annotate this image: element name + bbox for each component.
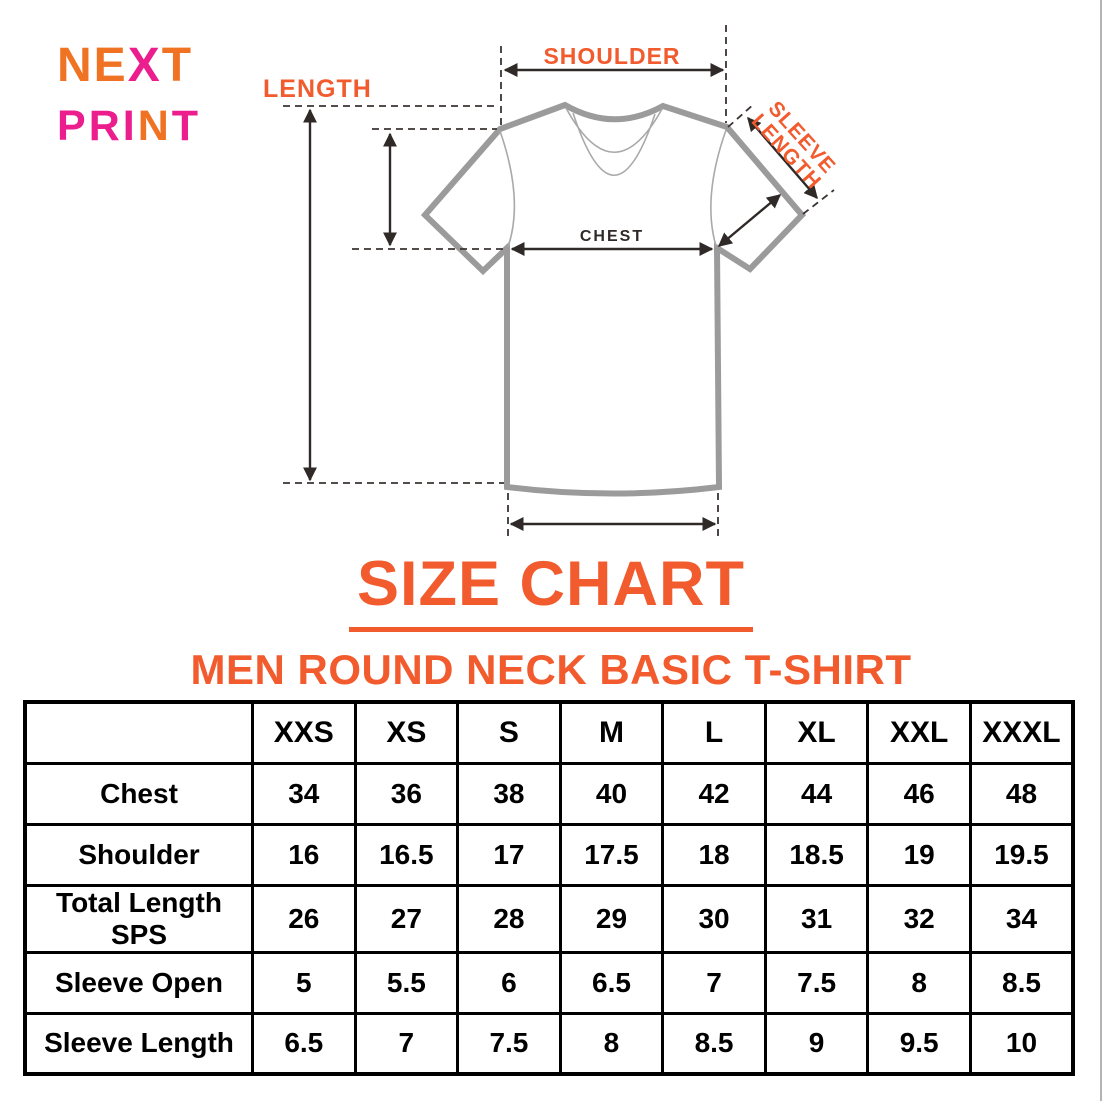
size-value-cell: 17 <box>456 822 562 887</box>
size-value-cell: 26 <box>251 883 357 954</box>
size-table-row: Sleeve Open 5 5.5 6 6.5 7 7.5 8 8.5 <box>23 950 1075 1015</box>
size-column-header: L <box>661 700 767 765</box>
size-value-cell: 16 <box>251 822 357 887</box>
measurement-row-label: Sleeve Length <box>23 1011 254 1076</box>
size-value-cell: 5.5 <box>353 950 460 1015</box>
size-column-header: XS <box>353 700 460 765</box>
right-armhole-seam <box>710 129 727 247</box>
size-value-cell: 8 <box>558 1011 665 1076</box>
logo-letter: E <box>93 39 128 92</box>
size-column-header: XXL <box>866 700 972 765</box>
size-column-header: S <box>456 700 562 765</box>
size-value-cell: 8.5 <box>968 950 1075 1015</box>
logo-letter: N <box>137 102 172 150</box>
size-value-cell: 16.5 <box>353 822 460 887</box>
sleeve-length-arrow <box>747 116 818 200</box>
size-column-header: XXXL <box>968 700 1075 765</box>
logo-letter: X <box>127 39 162 92</box>
corner-cell <box>23 700 254 765</box>
guide-sleeve-top <box>727 103 755 128</box>
size-value-cell: 9 <box>763 1011 870 1076</box>
size-column-header: M <box>558 700 665 765</box>
shoulder-label: SHOULDER <box>543 43 680 69</box>
size-table-row: Chest 34 36 38 40 42 44 46 48 <box>23 761 1075 826</box>
size-value-cell: 48 <box>968 761 1075 826</box>
logo-line2: PRINT <box>57 105 201 148</box>
length-label: LENGTH <box>263 75 372 103</box>
size-value-cell: 36 <box>353 761 460 826</box>
size-value-cell: 6 <box>456 950 562 1015</box>
chest-label: CHEST <box>580 228 644 245</box>
measurement-row-label: Shoulder <box>23 822 254 887</box>
size-value-cell: 19 <box>866 822 972 887</box>
logo-letter: T <box>161 39 194 92</box>
size-value-cell: 8 <box>866 950 972 1015</box>
logo-letter: P <box>57 102 89 150</box>
page-title: SIZE CHART <box>349 548 753 632</box>
page-subtitle: MEN ROUND NECK BASIC T-SHIRT <box>190 646 912 693</box>
size-value-cell: 8.5 <box>661 1011 767 1076</box>
size-value-cell: 6.5 <box>558 950 665 1015</box>
size-value-cell: 10 <box>968 1011 1075 1076</box>
brand-logo: NEXT PRINT <box>57 42 201 148</box>
collar-seam-lower <box>572 112 656 176</box>
size-table-row: Sleeve Length 6.5 7 7.5 8 8.5 9 9.5 10 <box>23 1011 1075 1076</box>
logo-line1: NEXT <box>57 42 201 90</box>
size-value-cell: 32 <box>866 883 972 954</box>
measurement-row-label: Sleeve Open <box>23 950 254 1015</box>
size-value-cell: 44 <box>763 761 870 826</box>
size-value-cell: 46 <box>866 761 972 826</box>
size-value-cell: 31 <box>763 883 870 954</box>
size-value-cell: 28 <box>456 883 562 954</box>
size-column-header: XL <box>763 700 870 765</box>
size-value-cell: 7.5 <box>456 1011 562 1076</box>
measurement-row-label: Chest <box>23 761 254 826</box>
tshirt-measurement-diagram: SHOULDER LENGTH CHEST SLEEVE LENGTH <box>263 25 840 541</box>
size-value-cell: 18 <box>661 822 767 887</box>
size-table-row: Shoulder 16 16.5 17 17.5 18 18.5 19 19.5 <box>23 822 1075 887</box>
size-value-cell: 30 <box>661 883 767 954</box>
size-value-cell: 27 <box>353 883 460 954</box>
sleeve-open-arrow <box>717 194 782 247</box>
size-table: XXS XS S M L XL XXL XXXL Chest 34 36 38 40 42 44 46 48 Sh… <box>23 700 1075 1076</box>
size-value-cell: 34 <box>251 761 357 826</box>
size-value-cell: 40 <box>558 761 665 826</box>
size-value-cell: 38 <box>456 761 562 826</box>
tshirt-outline <box>420 101 807 497</box>
size-value-cell: 7 <box>353 1011 460 1076</box>
size-column-header: XXS <box>251 700 357 765</box>
size-value-cell: 29 <box>558 883 665 954</box>
size-value-cell: 19.5 <box>968 822 1075 887</box>
title-block: SIZE CHART MEN ROUND NECK BASIC T-SHIRT <box>0 548 1102 694</box>
size-value-cell: 34 <box>968 883 1075 954</box>
size-value-cell: 18.5 <box>763 822 870 887</box>
right-edge-line <box>1100 0 1102 1101</box>
left-armhole-seam <box>499 130 516 248</box>
measurement-row-label: Total Length SPS <box>23 883 254 954</box>
logo-letter: T <box>171 102 202 150</box>
size-value-cell: 7.5 <box>763 950 870 1015</box>
size-table-header-row: XXS XS S M L XL XXL XXXL <box>23 700 1075 765</box>
logo-letter: R <box>88 102 123 150</box>
logo-letter: N <box>57 39 94 92</box>
size-value-cell: 5 <box>251 950 357 1015</box>
size-value-cell: 7 <box>661 950 767 1015</box>
size-value-cell: 17.5 <box>558 822 665 887</box>
size-value-cell: 9.5 <box>866 1011 972 1076</box>
size-table-row: Total Length SPS 26 27 28 29 30 31 32 34 <box>23 883 1075 954</box>
size-value-cell: 42 <box>661 761 767 826</box>
logo-letter: I <box>122 102 138 150</box>
guide-sleeve-end <box>802 189 835 215</box>
size-value-cell: 6.5 <box>251 1011 357 1076</box>
